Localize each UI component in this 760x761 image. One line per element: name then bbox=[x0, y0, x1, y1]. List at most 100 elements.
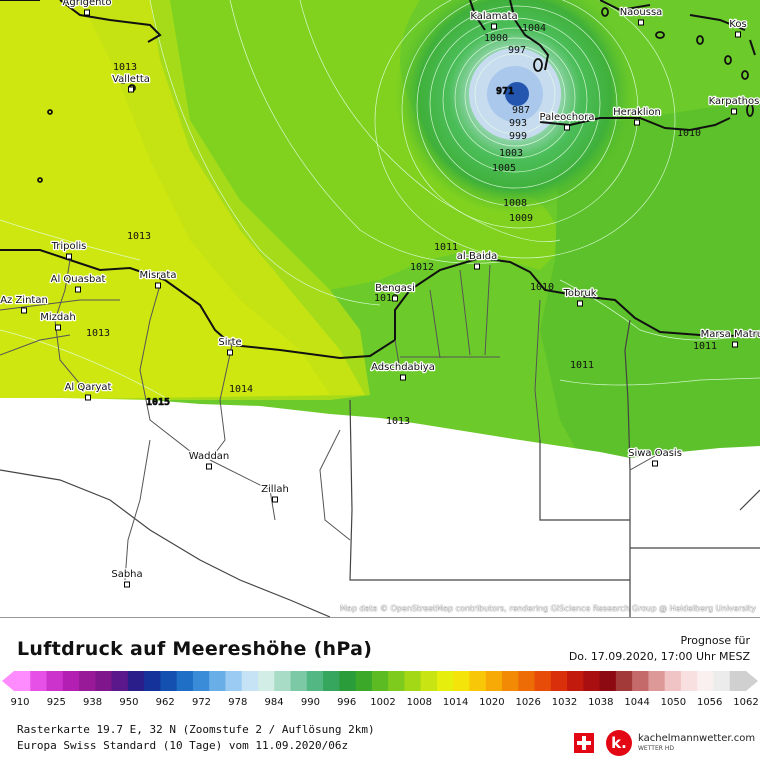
isobar-label: 1008 bbox=[503, 198, 527, 209]
isobar-label: 1012 bbox=[410, 262, 434, 273]
city-marker[interactable]: Tobruk bbox=[561, 287, 598, 307]
isobar-label: 999 bbox=[509, 131, 527, 142]
colorbar-segment bbox=[697, 671, 714, 691]
city-marker[interactable]: Bengasi bbox=[374, 282, 416, 302]
city-marker[interactable]: Mizdah bbox=[39, 311, 77, 331]
colorbar-tick-label: 1002 bbox=[370, 697, 396, 708]
city-dot-icon bbox=[66, 253, 72, 260]
city-marker[interactable]: Waddan bbox=[187, 450, 231, 470]
city-marker[interactable]: Zillah bbox=[260, 483, 290, 503]
city-dot-icon bbox=[652, 460, 658, 467]
colorbar-segment bbox=[355, 671, 373, 691]
city-dot-icon bbox=[638, 19, 644, 26]
colorbar-segment bbox=[111, 671, 129, 691]
model-info: Europa Swiss Standard (10 Tage) vom 11.0… bbox=[17, 739, 349, 752]
colorbar-tick-label: 1014 bbox=[442, 697, 469, 708]
colorbar-segment bbox=[306, 671, 324, 691]
city-name: Heraklion bbox=[613, 107, 661, 118]
city-name: Tripolis bbox=[51, 241, 87, 252]
no-data-area bbox=[0, 398, 760, 617]
city-marker[interactable]: Al Quasbat bbox=[49, 273, 107, 293]
city-dot-icon bbox=[155, 282, 161, 289]
colorbar-tick-label: 950 bbox=[119, 697, 139, 708]
city-marker[interactable]: Marsa Matruh bbox=[699, 328, 760, 348]
colorbar-ticks: 910 925 938 950 962 972 978 984 990 996 1002 1008 10… bbox=[0, 697, 760, 711]
colorbar-segment bbox=[664, 671, 682, 691]
city-name: Karpathos bbox=[709, 96, 760, 107]
colorbar-segment bbox=[567, 671, 584, 691]
kachelmann-logo-icon[interactable]: k. bbox=[606, 730, 632, 756]
colorbar-segment bbox=[453, 671, 470, 691]
isobar-label: 1014 bbox=[229, 384, 253, 395]
city-dot-icon bbox=[21, 307, 27, 314]
pressure-field-east bbox=[540, 100, 760, 550]
pressure-map[interactable]: 1013 1004 1000 997 971 987 993 999 1003 1005 1010 1… bbox=[0, 0, 760, 617]
colorbar-segment bbox=[79, 671, 96, 691]
low-pressure-eye bbox=[505, 82, 529, 106]
city-marker[interactable]: Valletta bbox=[111, 73, 151, 93]
colorbar-segment bbox=[502, 671, 519, 691]
colorbar-tick-label: 972 bbox=[191, 697, 212, 708]
colorbar-segment bbox=[371, 671, 389, 691]
colorbar-segment bbox=[469, 671, 487, 691]
pressure-colorbar bbox=[2, 671, 758, 691]
colorbar-segment bbox=[550, 671, 568, 691]
city-marker[interactable]: Siwa Oasis bbox=[627, 447, 683, 467]
city-marker[interactable]: Naoussa bbox=[618, 6, 664, 26]
brand-name[interactable]: kachelmannwetter.com bbox=[638, 733, 756, 744]
city-marker[interactable]: Agrigento bbox=[61, 0, 113, 16]
isobar-label: 1000 bbox=[484, 33, 508, 44]
isobar-label: 1010 bbox=[677, 128, 701, 139]
colorbar-min-arrow bbox=[2, 671, 14, 691]
colorbar-segment bbox=[599, 671, 617, 691]
colorbar-segment bbox=[176, 671, 194, 691]
city-name: Mizdah bbox=[40, 312, 75, 323]
city-marker[interactable]: al-Baida bbox=[456, 250, 498, 270]
city-dot-icon bbox=[227, 349, 233, 356]
city-name: Agrigento bbox=[63, 0, 112, 8]
colorbar-segment bbox=[680, 671, 698, 691]
isobar-label: 1005 bbox=[492, 163, 516, 174]
city-marker[interactable]: Tripolis bbox=[49, 240, 88, 260]
colorbar-segment bbox=[209, 671, 226, 691]
colorbar-segment bbox=[648, 671, 666, 691]
colorbar-segment bbox=[46, 671, 64, 691]
city-dot-icon bbox=[84, 9, 90, 16]
city-marker[interactable]: Kos bbox=[728, 18, 748, 38]
city-name: Waddan bbox=[189, 451, 230, 462]
borders bbox=[0, 319, 760, 617]
swiss-flag-icon bbox=[574, 733, 594, 753]
city-name: Valletta bbox=[112, 74, 150, 85]
colorbar-tick-label: 1026 bbox=[515, 697, 541, 708]
city-marker[interactable]: Karpathos bbox=[707, 95, 760, 115]
colorbar-segment bbox=[534, 671, 552, 691]
brand-subtitle: WETTER HD bbox=[638, 745, 674, 752]
colorbar-segment bbox=[192, 671, 210, 691]
city-marker[interactable]: Paleochora bbox=[538, 111, 596, 131]
colorbar-tick-label: 1032 bbox=[551, 697, 578, 708]
colorbar-tick-label: 1020 bbox=[479, 697, 505, 708]
colorbar-segment bbox=[436, 671, 454, 691]
isobar-label: 1010 bbox=[374, 293, 398, 304]
city-marker[interactable]: Heraklion bbox=[612, 106, 662, 126]
city-name: Kos bbox=[729, 19, 746, 30]
city-name: Siwa Oasis bbox=[628, 448, 682, 459]
city-marker[interactable]: Misrata bbox=[138, 269, 178, 289]
colorbar-tick-label: 1044 bbox=[624, 697, 650, 708]
city-dot-icon bbox=[55, 324, 61, 331]
city-name: Adschdabiya bbox=[371, 362, 435, 373]
colorbar-segment bbox=[615, 671, 633, 691]
city-marker[interactable]: Kalamata bbox=[469, 10, 519, 30]
city-marker[interactable]: Az Zintan bbox=[0, 294, 49, 314]
colorbar-segment bbox=[144, 671, 161, 691]
city-marker[interactable]: Sirte bbox=[217, 336, 243, 356]
city-name: Zillah bbox=[261, 484, 289, 495]
city-marker[interactable]: Adschdabiya bbox=[370, 361, 436, 381]
city-marker[interactable]: Sabha bbox=[110, 568, 144, 588]
city-marker[interactable]: Al Qaryat bbox=[63, 381, 113, 401]
colorbar-tick-label: 984 bbox=[264, 697, 284, 708]
colorbar-tick-label: 910 bbox=[10, 697, 30, 708]
colorbar-segment bbox=[274, 671, 292, 691]
